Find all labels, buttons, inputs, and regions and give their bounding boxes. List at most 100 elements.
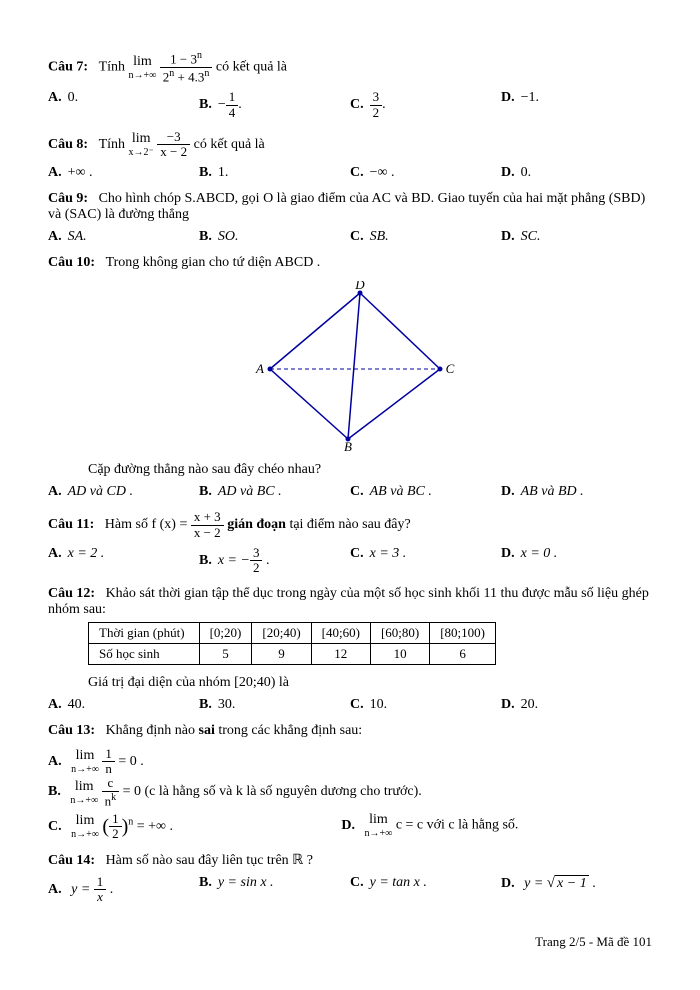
q11-opt-b: B.x = −32 . [199,546,350,576]
den-sup: k [111,792,116,803]
q13-opt-a: A. limn→+∞ 1n = 0 . [48,747,338,777]
q9-opt-b: B.SO. [199,229,350,245]
q13-opt-c: C. limn→+∞ (12)n = +∞ . [48,812,338,842]
q14-options: A. y = 1x . B.y = sin x . C.y = tan x . … [48,875,652,905]
den: 2 [370,106,383,120]
q13-opt-d: D. limn→+∞ c = c với c là hằng số. [341,812,518,839]
opt-text: SB. [370,229,389,244]
suffix: = 0 . [118,754,143,769]
q12-label: Câu 12: [48,586,95,601]
cell: [20;40) [252,622,311,643]
cell: 12 [311,643,370,664]
q10-substem: Cặp đường thẳng nào sau đây chéo nhau? [88,462,652,478]
exp: n [128,817,133,828]
q12-opt-c: C.10. [350,697,501,713]
q12-opt-a: A.40. [48,697,199,713]
opt-text: y = sin x . [218,875,274,890]
suffix: = 0 (c là hằng số và k là số nguyên dươn… [123,784,422,799]
q8-stem-before: Tính [99,137,129,152]
opt-text: AD và BC . [218,484,282,499]
suffix: . [262,553,269,568]
opt-text: SO. [218,229,239,244]
edge-cb [348,369,440,439]
cell: Thời gian (phút) [89,622,200,643]
cell: [40;60) [311,622,370,643]
q7-limit: lim n→+∞ [129,54,157,81]
prefix: x = − [218,553,250,568]
table-row: Thời gian (phút) [0;20) [20;40) [40;60) … [89,622,496,643]
den: n [102,762,115,776]
q13-stem-before: Khẳng định nào [106,723,199,738]
q14-opt-b: B.y = sin x . [199,875,350,905]
opt-text: SA. [68,229,87,244]
table-row: Số học sinh 5 9 12 10 6 [89,643,496,664]
num: 1 [109,812,122,827]
lim: lim [75,779,94,794]
q8-options: A.+∞ . B.1. C.−∞ . D.0. [48,165,652,181]
suffix: . [106,882,113,897]
q10-options: A.AD và CD . B.AD và BC . C.AB và BC . D… [48,484,652,500]
q11-opt-d: D.x = 0 . [501,546,652,576]
num: 1 [226,90,239,105]
opt-text: 0. [521,165,532,180]
label-c: C [446,361,455,376]
q7-fraction: 1 − 3n 2n + 4.3n [160,50,213,84]
num: −3 [157,130,190,145]
q10-opt-a: A.AD và CD . [48,484,199,500]
lim: lim [369,812,388,827]
suffix: . [238,97,242,112]
q8-opt-a: A.+∞ . [48,165,199,181]
num: 3 [250,546,263,561]
opt-text: AD và CD . [68,484,133,499]
question-14: Câu 14: Hàm số nào sau đây liên tục trên… [48,852,652,869]
opt-text: AB và BD . [521,484,584,499]
q10-stem: Trong không gian cho tứ diện ABCD . [106,255,321,270]
q12-stem: Khảo sát thời gian tập thể dục trong ngà… [48,586,649,617]
question-11: Câu 11: Hàm số f (x) = x + 3 x − 2 gián … [48,510,652,540]
sub: n→+∞ [70,795,98,806]
q7-stem-after: có kết quả là [216,59,287,74]
vertex-a [268,367,273,372]
den: 2 [109,827,122,841]
label-d: D [354,281,365,292]
opt-text: −1. [521,90,539,105]
q10-opt-d: D.AB và BD . [501,484,652,500]
q7-opt-b: B.−14. [199,90,350,120]
q10-label: Câu 10: [48,255,95,270]
cell: Số học sinh [89,643,200,664]
opt-text: 40. [68,697,86,712]
opt-text: 1. [218,165,229,180]
q7-stem-before: Tính [99,59,129,74]
opt-text: 0. [68,90,79,105]
num: 1 [94,875,107,890]
q10-opt-c: C.AB và BC . [350,484,501,500]
q11-bold: gián đoạn [227,517,286,532]
suffix: c = c với c là hằng số. [396,818,519,833]
sub: n→+∞ [71,764,99,775]
num: 3 [370,90,383,105]
num: x + 3 [191,510,224,525]
cell: [80;100) [430,622,496,643]
opt-text: x = 3 . [370,546,407,561]
q11-label: Câu 11: [48,517,94,532]
cell: 9 [252,643,311,664]
lim-text: lim [132,131,151,146]
cell: 10 [370,643,429,664]
q11-opt-a: A.x = 2 . [48,546,199,576]
den: 2 [250,561,263,575]
q8-stem-after: có kết quả là [194,137,265,152]
lim-sub: n→+∞ [129,70,157,81]
q9-opt-d: D.SC. [501,229,652,245]
q10-figure: D A C B [48,281,652,456]
q13-stem-after: trong các khẳng định sau: [215,723,362,738]
edge-dc [360,293,440,369]
cell: [0;20) [199,622,252,643]
q14-label: Câu 14: [48,853,95,868]
q8-opt-d: D.0. [501,165,652,181]
q7-label: Câu 7: [48,59,88,74]
suffix: = +∞ . [137,819,173,834]
opt-text: 20. [521,697,539,712]
q14-opt-c: C.y = tan x . [350,875,501,905]
cell: 5 [199,643,252,664]
opt-text: x = 2 . [68,546,105,561]
